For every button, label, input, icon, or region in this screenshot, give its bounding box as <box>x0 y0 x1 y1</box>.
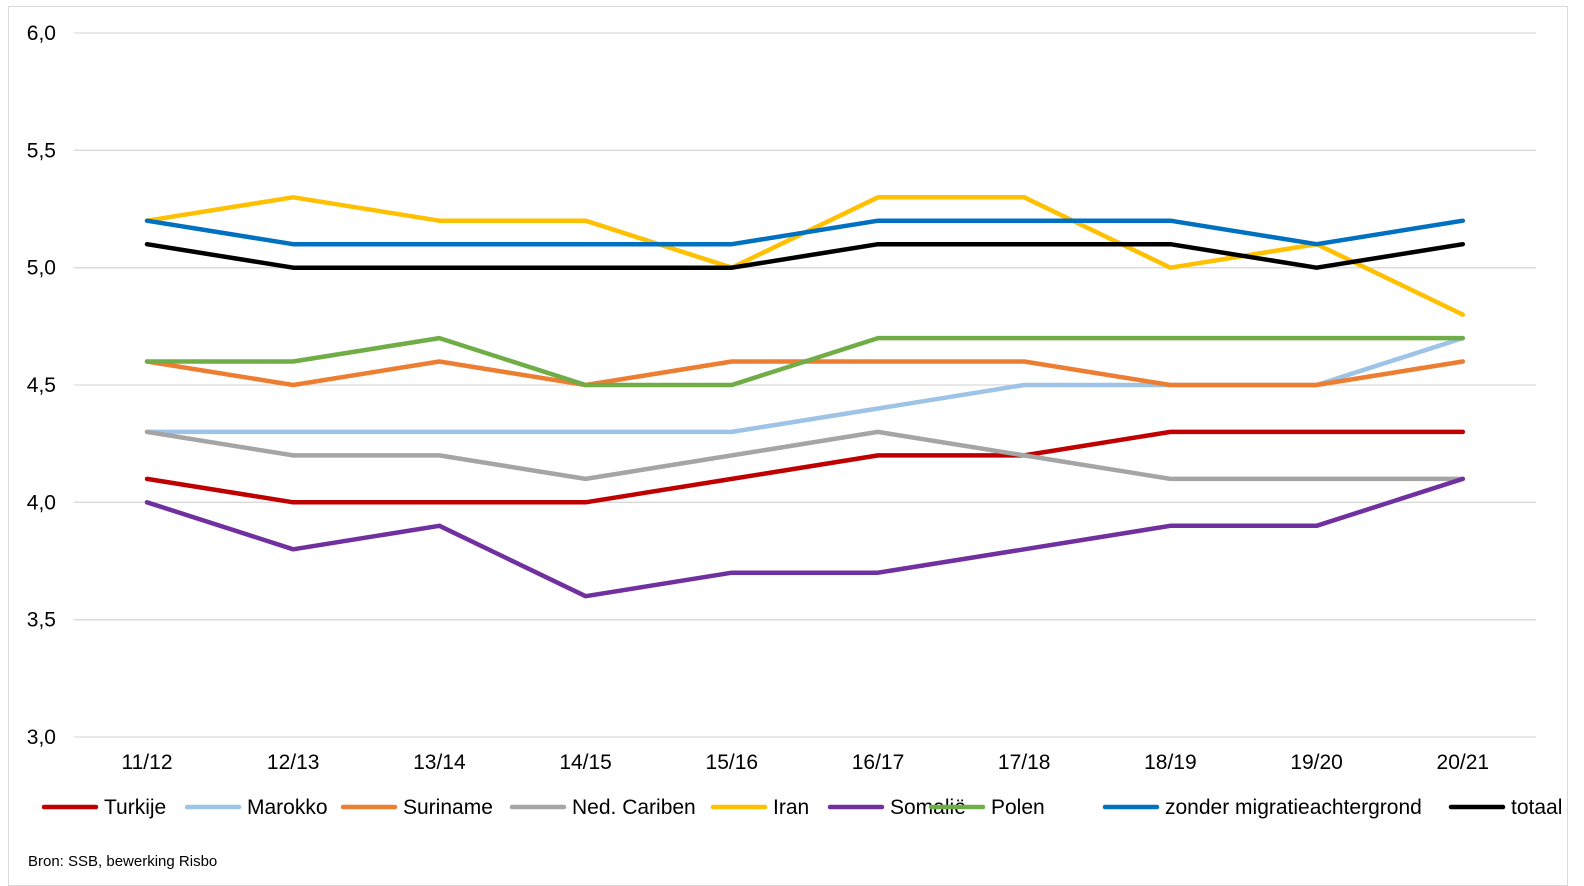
x-tick-label: 15/16 <box>706 751 759 774</box>
x-tick-label: 18/19 <box>1144 751 1197 774</box>
y-tick-label: 4,5 <box>27 374 56 397</box>
legend-item: Ned. Cariben <box>509 796 696 819</box>
x-tick-label: 17/18 <box>998 751 1051 774</box>
legend-label: Suriname <box>403 796 493 819</box>
x-tick-label: 14/15 <box>559 751 612 774</box>
x-tick-label: 13/14 <box>413 751 466 774</box>
legend-item: Somalië <box>827 796 966 819</box>
x-tick-label: 20/21 <box>1437 751 1490 774</box>
x-tick-label: 19/20 <box>1290 751 1343 774</box>
series-line <box>144 218 1466 247</box>
series-line <box>144 359 1466 388</box>
legend-item: Suriname <box>340 796 493 819</box>
legend-label: Somalië <box>890 796 966 819</box>
series-line <box>144 241 1466 270</box>
legend-label: Iran <box>773 796 809 819</box>
source-note: Bron: SSB, bewerking Risbo <box>28 853 218 870</box>
legend-item: Polen <box>928 796 1045 819</box>
legend-label: Marokko <box>247 796 328 819</box>
x-axis-ticks: 11/12 12/13 13/14 14/15 15/16 16/17 17/18 18/19… <box>122 751 1490 774</box>
y-tick-label: 5,5 <box>27 139 56 162</box>
legend-label: totaal <box>1511 796 1562 819</box>
y-axis-ticks: 3,0 3,5 4,0 4,5 5,0 5,5 6,0 <box>27 22 56 749</box>
legend-label: zonder migratieachtergrond <box>1165 796 1422 819</box>
legend-label: Turkije <box>104 796 166 819</box>
y-tick-label: 3,5 <box>27 609 56 632</box>
series-line <box>144 429 1466 505</box>
legend: Turkije Marokko Suriname Ned. Cariben Iran So… <box>41 796 1562 819</box>
x-tick-label: 12/13 <box>267 751 320 774</box>
x-tick-label: 16/17 <box>852 751 905 774</box>
legend-item: zonder migratieachtergrond <box>1102 796 1422 819</box>
legend-item: Turkije <box>41 796 166 819</box>
y-tick-label: 5,0 <box>27 257 56 280</box>
series-line <box>144 335 1466 388</box>
legend-item: Marokko <box>184 796 328 819</box>
y-tick-label: 4,0 <box>27 491 56 514</box>
series-lines <box>144 195 1466 599</box>
series-line <box>144 429 1466 482</box>
x-tick-label: 11/12 <box>122 751 173 774</box>
y-tick-label: 3,0 <box>27 726 56 749</box>
legend-item: Iran <box>710 796 809 819</box>
legend-item: totaal <box>1448 796 1562 819</box>
series-line <box>144 476 1466 599</box>
legend-label: Polen <box>991 796 1045 819</box>
y-tick-label: 6,0 <box>27 22 56 45</box>
legend-label: Ned. Cariben <box>572 796 696 819</box>
